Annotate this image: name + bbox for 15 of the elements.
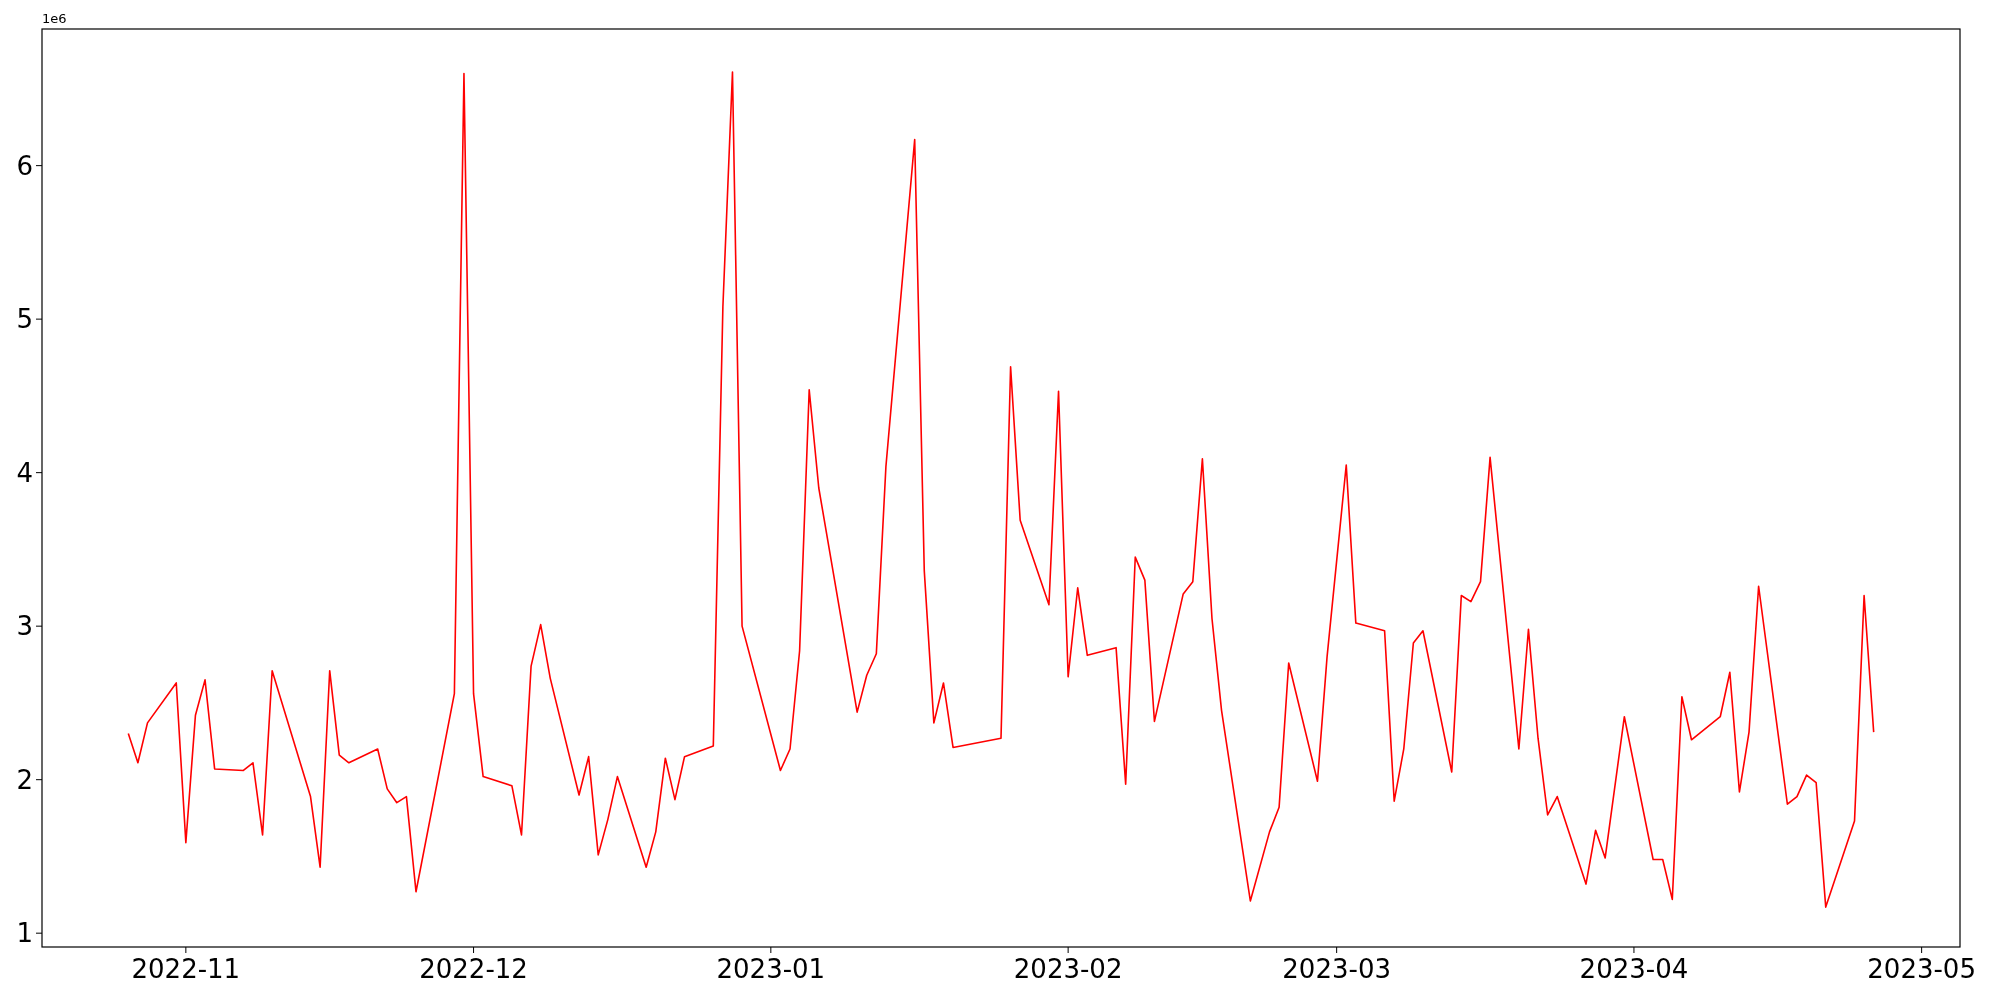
y-tick-label: 6: [16, 150, 33, 181]
y-tick-label: 1: [16, 918, 33, 949]
x-tick-label: 2023-05: [1867, 954, 1976, 984]
x-tick-label: 2023-03: [1282, 954, 1391, 984]
x-tick-label: 2022-12: [419, 954, 528, 984]
y-tick-label: 3: [16, 611, 33, 642]
x-tick-label: 2023-01: [716, 954, 826, 984]
y-tick-label: 2: [16, 764, 33, 795]
y-tick-label: 4: [16, 457, 33, 488]
line-series: [127, 71, 1875, 908]
x-tick-label: 2023-04: [1579, 954, 1689, 984]
y-tick-label: 5: [16, 304, 33, 335]
text: 1e6: [42, 11, 67, 26]
x-tick-label: 2023-02: [1013, 954, 1123, 984]
x-tick-label: 2022-11: [131, 954, 241, 984]
